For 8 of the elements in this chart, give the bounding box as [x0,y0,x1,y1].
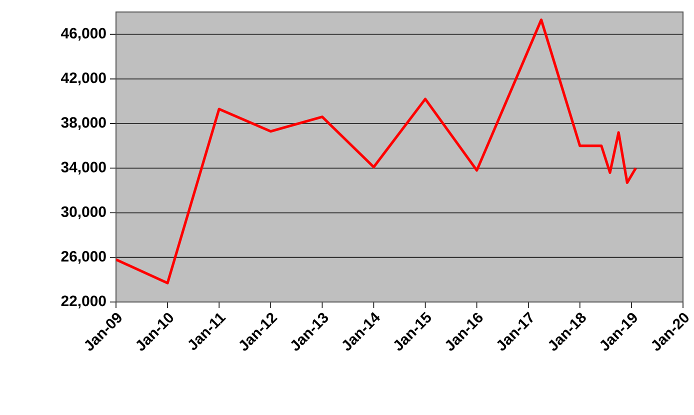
y-tick-label: 46,000 [61,28,106,41]
y-tick-label: 34,000 [61,162,106,175]
y-tick-label: 42,000 [61,72,106,86]
y-tick-label: 30,000 [61,206,106,220]
y-tick-label: 26,000 [61,251,106,264]
y-tick-label: 38,000 [61,117,106,130]
y-tick-label: 22,000 [61,296,106,308]
line-series [116,18,638,284]
